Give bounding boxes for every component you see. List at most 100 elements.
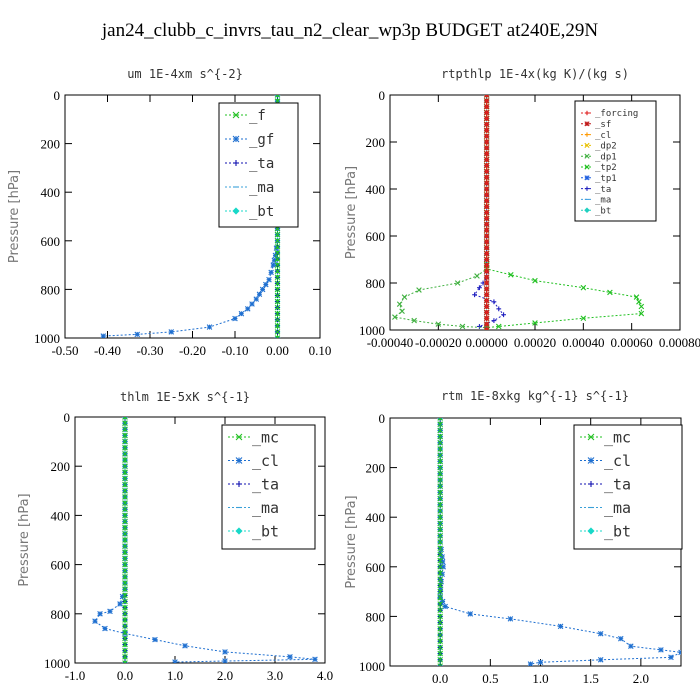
data-point — [122, 500, 128, 506]
data-point — [172, 659, 178, 663]
legend-marker — [235, 527, 243, 535]
legend-marker — [584, 207, 590, 213]
data-point — [484, 221, 490, 227]
data-point — [274, 304, 281, 311]
data-point — [122, 494, 128, 500]
data-point — [122, 432, 128, 439]
legend-entry: _ma — [225, 180, 274, 196]
legend-entry: _dp1 — [581, 152, 617, 162]
data-point — [259, 286, 266, 293]
data-point — [484, 104, 490, 110]
legend-marker — [584, 164, 590, 170]
legend-marker — [588, 481, 594, 487]
legend-marker — [587, 433, 595, 441]
legend-entry: _ma — [580, 499, 631, 517]
x-tick-label: -0.50 — [51, 343, 78, 358]
data-point — [437, 619, 443, 626]
figure-title: jan24_clubb_c_invrs_tau_n2_clear_wp3p BU… — [101, 20, 599, 41]
data-point — [122, 524, 128, 531]
data-point — [122, 598, 128, 605]
data-point — [668, 654, 674, 661]
data-point — [484, 116, 490, 121]
y-tick-label: 600 — [366, 560, 386, 575]
data-point — [437, 452, 443, 458]
data-point — [437, 657, 443, 663]
data-point — [484, 251, 490, 257]
data-point — [437, 508, 443, 514]
data-point — [484, 274, 490, 280]
legend-entry: _ta — [581, 185, 611, 195]
data-point — [122, 635, 128, 642]
legend-marker — [584, 142, 590, 148]
data-point — [312, 656, 318, 663]
x-tick-label: 2.0 — [217, 668, 233, 683]
data-point — [437, 446, 443, 452]
data-point — [527, 661, 534, 666]
data-point — [274, 274, 281, 281]
data-point — [477, 285, 482, 291]
legend-entry: _tp1 — [581, 174, 617, 184]
data-point — [253, 296, 260, 302]
data-point — [274, 238, 281, 244]
y-tick-label: 400 — [51, 508, 71, 523]
y-tick-label: 400 — [41, 185, 61, 200]
y-tick-label: 0 — [379, 88, 386, 103]
x-tick-label: 4.0 — [317, 668, 333, 683]
data-point — [100, 333, 107, 338]
data-point — [122, 488, 128, 494]
data-point — [97, 611, 103, 617]
data-point — [437, 557, 443, 564]
panel-thlm: thlm 1E-5xK s^{-1} Pressure [hPa] -1.0 0.0 1… — [17, 390, 333, 683]
data-point — [244, 306, 251, 312]
legend-label: _mc — [604, 428, 631, 446]
plot-area — [437, 418, 681, 666]
series-forcing — [484, 95, 490, 330]
legend-label: _mc — [252, 428, 279, 446]
series-line — [393, 95, 488, 329]
legend-entry: _cl — [580, 452, 631, 470]
data-point — [484, 239, 490, 245]
data-point — [437, 502, 443, 508]
data-point — [122, 654, 128, 660]
data-point — [467, 611, 474, 617]
panel-title: rtm 1E-8xkg kg^{-1} s^{-1} — [441, 389, 629, 403]
legend-marker — [587, 457, 595, 464]
data-point — [249, 301, 255, 307]
data-point — [484, 321, 490, 327]
data-point — [122, 469, 128, 476]
legend-entry: _bt — [228, 522, 279, 540]
legend-box — [573, 424, 683, 550]
data-point — [484, 292, 490, 298]
data-point — [122, 641, 128, 648]
panel-um: um 1E-4xm s^{-2} Pressure [hPa] -0.50 -0.40… — [7, 67, 331, 358]
legend-label: _forcing — [595, 109, 638, 119]
legend-marker — [584, 153, 590, 159]
legend-entry: _cl — [228, 452, 279, 470]
data-point — [437, 427, 443, 434]
data-point — [484, 210, 490, 215]
legend-box — [221, 424, 316, 550]
legend-marker — [232, 135, 240, 143]
data-point — [484, 127, 490, 133]
data-point — [222, 658, 228, 663]
data-point — [437, 650, 443, 657]
legend-entry: _bt — [581, 206, 611, 216]
y-tick-label: 1000 — [359, 323, 385, 338]
data-point — [633, 294, 640, 300]
data-point — [484, 245, 490, 251]
data-point — [122, 555, 128, 562]
data-point — [437, 418, 443, 421]
legend-entry: _ta — [580, 475, 631, 493]
data-point — [122, 543, 128, 549]
plot-area — [92, 417, 318, 663]
x-tick-label: -0.30 — [136, 343, 163, 358]
legend-marker — [232, 207, 240, 215]
data-point — [122, 574, 128, 580]
legend-marker — [584, 110, 590, 116]
data-point — [484, 145, 490, 151]
series-mc — [437, 418, 443, 666]
data-point — [274, 310, 281, 317]
data-point — [437, 663, 443, 666]
data-point — [263, 281, 269, 288]
data-point — [274, 316, 281, 323]
